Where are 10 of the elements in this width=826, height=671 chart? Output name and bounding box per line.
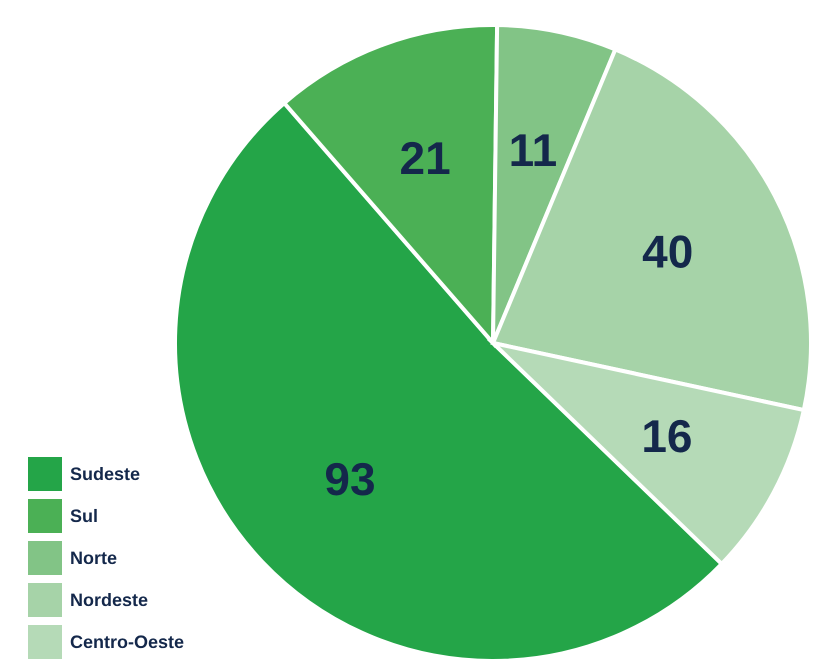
data-label: 16 (641, 410, 693, 462)
legend-label: Nordeste (70, 590, 148, 610)
legend-label: Sul (70, 506, 98, 526)
data-label: 40 (642, 226, 694, 278)
legend-label: Sudeste (70, 464, 140, 484)
legend-label: Centro-Oeste (70, 632, 184, 652)
data-label: 21 (400, 132, 451, 184)
data-label: 93 (324, 452, 376, 505)
legend-label: Norte (70, 548, 118, 568)
data-label: 11 (508, 124, 558, 176)
